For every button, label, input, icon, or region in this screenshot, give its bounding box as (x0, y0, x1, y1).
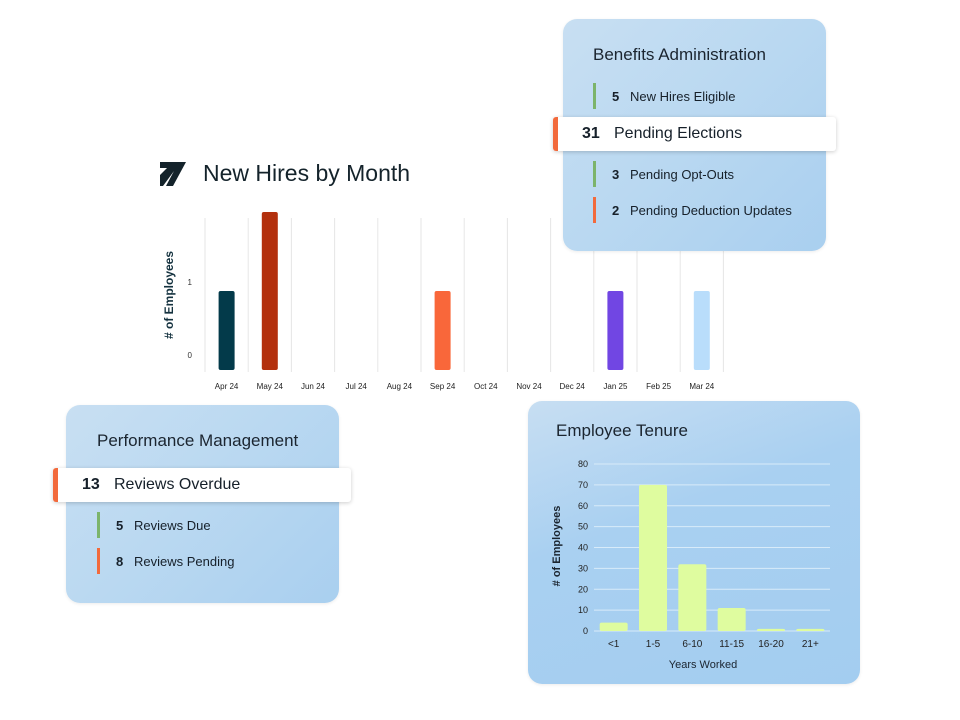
x-tick-label: 21+ (802, 639, 819, 650)
bar (434, 291, 451, 370)
performance-card: Performance Management 5 Reviews Due 8 R… (66, 405, 339, 603)
x-tick-label: May 24 (257, 382, 284, 391)
item-count: 2 (612, 202, 620, 218)
x-tick-label: <1 (608, 639, 620, 650)
status-bar (53, 468, 58, 502)
y-tick-label: 10 (578, 605, 588, 615)
y-tick-label: 20 (578, 584, 588, 594)
status-bar (593, 161, 596, 187)
x-tick-label: Feb 25 (646, 382, 671, 391)
status-bar (97, 548, 100, 574)
company-logo (160, 162, 186, 186)
benefits-highlight-item[interactable]: 31 Pending Elections (553, 117, 836, 151)
x-tick-label: 1-5 (646, 639, 661, 650)
status-bar (97, 512, 100, 538)
y-axis-label: # of Employees (162, 251, 176, 339)
item-label: Reviews Due (134, 517, 211, 533)
item-label: New Hires Eligible (630, 88, 736, 104)
bar (639, 484, 667, 631)
x-tick-label: 16-20 (758, 639, 784, 650)
bar (218, 291, 235, 370)
item-label: Pending Deduction Updates (630, 202, 792, 218)
y-tick-label: 40 (578, 543, 588, 553)
item-count: 8 (116, 553, 124, 569)
performance-highlight-item[interactable]: 13 Reviews Overdue (53, 468, 351, 502)
x-tick-label: Apr 24 (215, 382, 239, 391)
y-tick-label: 80 (578, 459, 588, 469)
x-tick-label: Jan 25 (603, 382, 628, 391)
status-bar (593, 197, 596, 223)
bar (599, 622, 628, 631)
item-count: 13 (82, 476, 100, 493)
y-tick-label: 0 (583, 626, 588, 636)
y-tick-label: 50 (578, 522, 588, 532)
bar (757, 628, 785, 631)
x-tick-label: Oct 24 (474, 382, 498, 391)
bar (261, 212, 278, 370)
item-label: Reviews Overdue (114, 476, 241, 493)
bar (607, 291, 624, 370)
y-axis-label: # of Employees (551, 506, 563, 587)
benefits-item[interactable]: 2 Pending Deduction Updates (593, 197, 792, 223)
item-count: 31 (582, 125, 600, 142)
item-label: Reviews Pending (134, 553, 235, 569)
item-label: Pending Opt-Outs (630, 166, 735, 182)
tenure-card: Employee Tenure 0 10 20 30 40 50 60 70 80 # of Em… (528, 401, 860, 684)
item-count: 3 (612, 166, 620, 182)
x-tick-label: 6-10 (682, 639, 702, 650)
x-tick-label: Jul 24 (346, 382, 368, 391)
bar (717, 608, 746, 631)
status-bar (553, 117, 558, 151)
x-tick-label: Mar 24 (689, 382, 714, 391)
y-tick-label: 30 (578, 563, 588, 573)
item-count: 5 (116, 517, 124, 533)
benefits-item[interactable]: 5 New Hires Eligible (593, 83, 735, 109)
performance-item[interactable]: 8 Reviews Pending (97, 548, 234, 574)
hires-chart-title: New Hires by Month (203, 160, 411, 186)
bar (678, 564, 707, 631)
benefits-item[interactable]: 3 Pending Opt-Outs (593, 161, 734, 187)
y-tick-label: 60 (578, 501, 588, 511)
status-bar (593, 83, 596, 109)
bar (796, 628, 825, 631)
x-axis-label: Years Worked (669, 659, 737, 671)
x-tick-label: Dec 24 (560, 382, 586, 391)
item-label: Pending Elections (614, 125, 743, 142)
arrow-up-right-logo-icon (160, 162, 186, 186)
tenure-title: Employee Tenure (556, 421, 688, 440)
item-count: 5 (612, 88, 620, 104)
y-tick-label: 1 (188, 278, 193, 287)
x-tick-label: 11-15 (719, 639, 744, 650)
bar (693, 291, 710, 370)
y-tick-label: 0 (188, 351, 193, 360)
x-tick-label: Jun 24 (301, 382, 326, 391)
performance-item[interactable]: 5 Reviews Due (97, 512, 211, 538)
x-tick-label: Nov 24 (516, 382, 542, 391)
performance-title: Performance Management (97, 431, 299, 450)
y-tick-label: 70 (578, 480, 588, 490)
benefits-title: Benefits Administration (593, 45, 766, 64)
tenure-chart: 0 10 20 30 40 50 60 70 80 # of Employees <1 1-5 6-10… (551, 459, 830, 671)
x-tick-label: Aug 24 (387, 382, 413, 391)
x-tick-label: Sep 24 (430, 382, 456, 391)
